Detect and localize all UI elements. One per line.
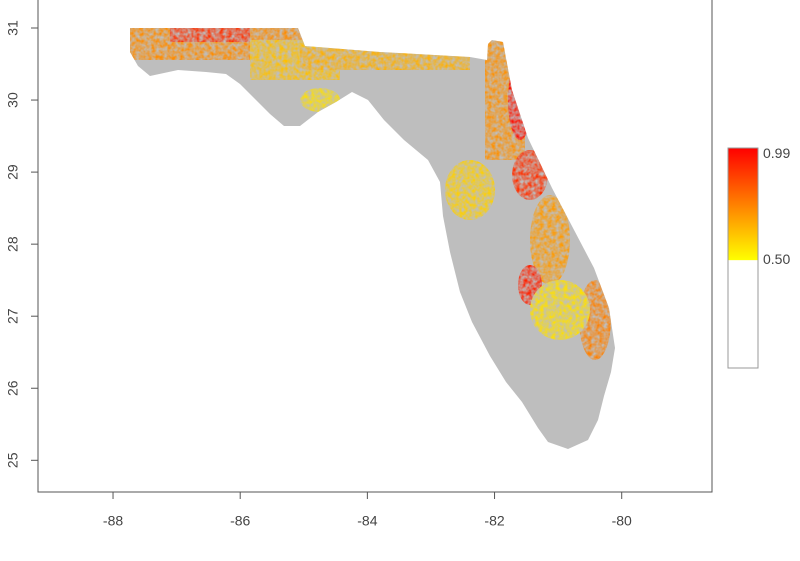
raster-patch bbox=[170, 28, 250, 42]
x-tick-label: -84 bbox=[357, 513, 377, 529]
raster-patch bbox=[530, 280, 590, 340]
legend-label: 0.99 bbox=[763, 145, 790, 161]
x-tick-label: -88 bbox=[103, 513, 123, 529]
y-tick-label: 30 bbox=[5, 92, 21, 108]
raster-patch bbox=[300, 88, 340, 112]
raster-patch bbox=[530, 195, 570, 285]
y-tick-label: 31 bbox=[5, 20, 21, 36]
legend-label: 0.50 bbox=[763, 251, 790, 267]
legend-border bbox=[727, 147, 759, 369]
y-tick-label: 28 bbox=[5, 236, 21, 252]
raster-patch bbox=[512, 150, 548, 200]
y-tick-label: 25 bbox=[5, 452, 21, 468]
x-tick-label: -82 bbox=[484, 513, 504, 529]
x-tick-label: -80 bbox=[612, 513, 632, 529]
x-tick-label: -86 bbox=[230, 513, 250, 529]
raster-patch bbox=[508, 60, 532, 140]
legend-low bbox=[728, 260, 758, 368]
y-tick-label: 29 bbox=[5, 164, 21, 180]
raster-patch bbox=[485, 40, 525, 160]
plot-frame bbox=[37, 0, 713, 493]
y-tick-label: 27 bbox=[5, 308, 21, 324]
y-tick-label: 26 bbox=[5, 380, 21, 396]
raster-patch bbox=[300, 48, 470, 70]
legend-ramp bbox=[728, 148, 758, 261]
raster-patch bbox=[445, 160, 495, 220]
